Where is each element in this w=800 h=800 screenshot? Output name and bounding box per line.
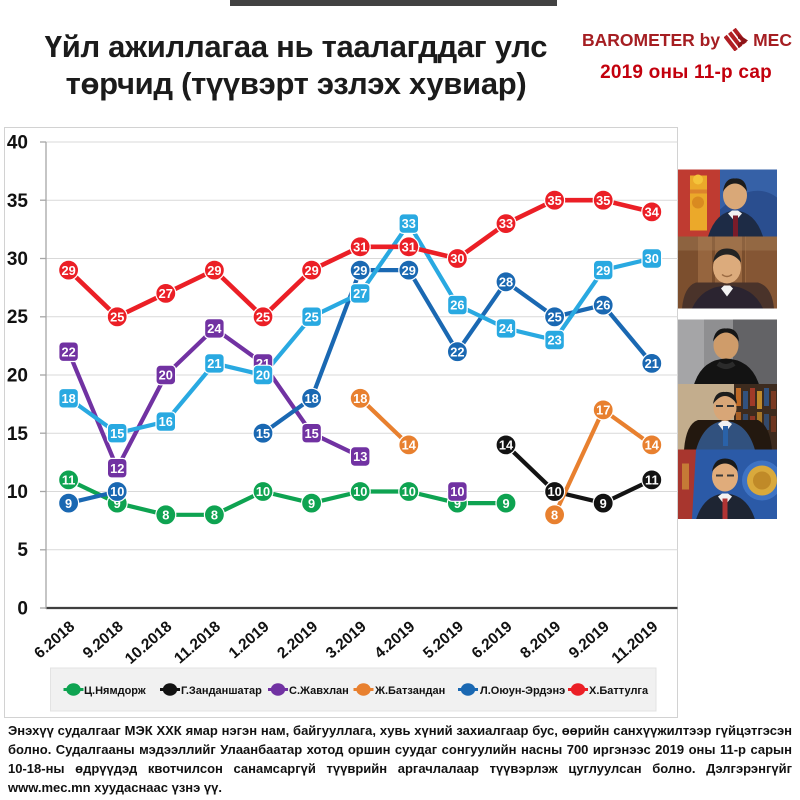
svg-text:9: 9 (454, 496, 461, 511)
svg-text:9: 9 (502, 496, 509, 511)
svg-text:29: 29 (304, 263, 318, 278)
svg-text:40: 40 (7, 133, 28, 154)
svg-text:10: 10 (353, 484, 367, 499)
svg-text:25: 25 (256, 309, 270, 324)
svg-text:10: 10 (256, 484, 270, 499)
svg-text:15: 15 (110, 426, 124, 441)
svg-text:33: 33 (402, 216, 416, 231)
svg-text:10: 10 (7, 482, 28, 503)
svg-text:35: 35 (547, 193, 561, 208)
svg-text:35: 35 (7, 191, 29, 212)
svg-text:12: 12 (110, 461, 124, 476)
svg-text:8: 8 (211, 507, 218, 522)
svg-text:24: 24 (207, 321, 222, 336)
svg-text:27: 27 (159, 286, 173, 301)
svg-text:0: 0 (17, 599, 28, 620)
svg-text:25: 25 (304, 309, 318, 324)
svg-text:31: 31 (353, 239, 367, 254)
svg-text:9: 9 (600, 496, 607, 511)
svg-text:17: 17 (596, 403, 610, 418)
svg-text:10: 10 (110, 484, 124, 499)
svg-text:33: 33 (499, 216, 513, 231)
svg-text:24: 24 (499, 321, 514, 336)
svg-text:10: 10 (547, 484, 561, 499)
svg-text:9: 9 (65, 496, 72, 511)
svg-text:25: 25 (110, 309, 124, 324)
svg-text:28: 28 (499, 274, 513, 289)
svg-text:14: 14 (499, 438, 514, 453)
svg-text:11: 11 (645, 473, 659, 488)
svg-text:14: 14 (645, 438, 660, 453)
svg-text:5: 5 (17, 540, 28, 561)
svg-text:31: 31 (402, 239, 416, 254)
svg-text:20: 20 (256, 368, 270, 383)
svg-text:30: 30 (450, 251, 464, 266)
svg-text:20: 20 (7, 366, 28, 387)
svg-text:29: 29 (596, 263, 610, 278)
svg-text:Л.Оюун-Эрдэнэ: Л.Оюун-Эрдэнэ (480, 685, 565, 697)
svg-text:29: 29 (353, 263, 367, 278)
svg-text:13: 13 (353, 449, 367, 464)
svg-text:22: 22 (61, 344, 75, 359)
svg-text:21: 21 (645, 356, 659, 371)
svg-text:26: 26 (450, 298, 464, 313)
svg-text:Ж.Батзандан: Ж.Батзандан (374, 685, 445, 697)
svg-text:15: 15 (7, 424, 29, 445)
svg-text:15: 15 (256, 426, 270, 441)
svg-text:29: 29 (61, 263, 75, 278)
svg-text:23: 23 (547, 333, 561, 348)
svg-text:18: 18 (61, 391, 75, 406)
svg-text:29: 29 (207, 263, 221, 278)
svg-text:26: 26 (596, 298, 610, 313)
svg-text:10: 10 (450, 484, 464, 499)
svg-text:27: 27 (353, 286, 367, 301)
svg-text:С.Жавхлан: С.Жавхлан (289, 685, 349, 697)
svg-text:10: 10 (402, 484, 416, 499)
svg-text:18: 18 (353, 391, 367, 406)
svg-text:15: 15 (304, 426, 318, 441)
svg-text:25: 25 (7, 307, 29, 328)
svg-text:22: 22 (450, 344, 464, 359)
svg-text:Г.Занданшатар: Г.Занданшатар (181, 685, 262, 697)
svg-text:18: 18 (304, 391, 318, 406)
svg-text:25: 25 (547, 309, 561, 324)
svg-text:34: 34 (645, 205, 660, 220)
svg-text:14: 14 (402, 438, 417, 453)
svg-text:30: 30 (7, 249, 28, 270)
svg-text:35: 35 (596, 193, 610, 208)
svg-text:11: 11 (62, 473, 76, 488)
svg-text:21: 21 (207, 356, 221, 371)
svg-text:8: 8 (162, 507, 169, 522)
svg-text:16: 16 (159, 414, 173, 429)
svg-text:Ц.Нямдорж: Ц.Нямдорж (84, 685, 146, 697)
svg-text:Х.Баттулга: Х.Баттулга (589, 685, 649, 697)
svg-text:20: 20 (159, 368, 173, 383)
svg-text:30: 30 (645, 251, 659, 266)
svg-text:9: 9 (114, 496, 121, 511)
svg-text:9: 9 (308, 496, 315, 511)
svg-text:8: 8 (551, 507, 558, 522)
svg-text:29: 29 (402, 263, 416, 278)
